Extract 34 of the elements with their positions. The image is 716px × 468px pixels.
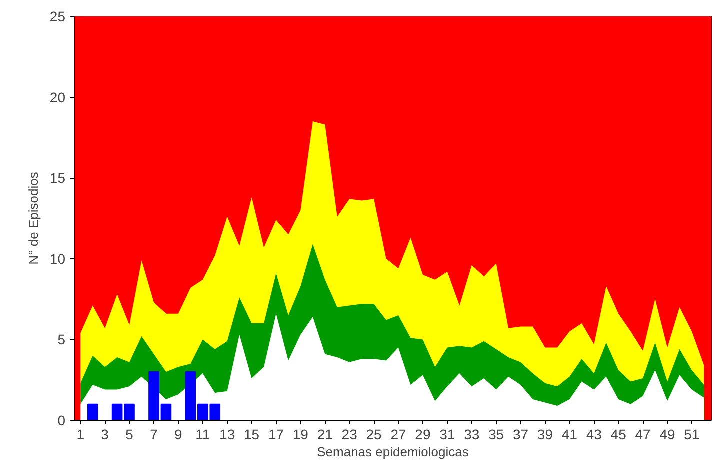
x-tick-label: 21 — [317, 426, 334, 442]
y-axis-title: N° de Episodios — [26, 172, 41, 265]
x-tick-label: 41 — [562, 426, 578, 442]
x-tick-label: 25 — [366, 426, 382, 442]
x-tick-label: 29 — [415, 426, 431, 442]
x-tick-label: 23 — [342, 426, 358, 442]
x-tick-label: 19 — [292, 426, 309, 442]
x-tick-label: 27 — [390, 426, 406, 442]
x-tick-label: 43 — [586, 426, 602, 442]
y-tick-label: 20 — [50, 89, 66, 106]
x-tick-label: 17 — [268, 426, 284, 442]
y-tick-label: 25 — [50, 8, 66, 24]
x-tick-label: 5 — [126, 426, 134, 442]
x-tick-label: 45 — [610, 426, 627, 442]
x-tick-label: 1 — [76, 426, 85, 442]
x-tick-label: 7 — [150, 426, 158, 442]
y-tick-label: 10 — [50, 250, 66, 267]
x-tick-label: 47 — [635, 426, 652, 442]
y-tick-label: 15 — [50, 170, 66, 186]
x-tick-label: 13 — [220, 426, 236, 442]
x-axis-title: Semanas epidemiologicas — [317, 444, 470, 460]
x-tick-label: 33 — [464, 426, 480, 442]
x-tick-label: 15 — [244, 426, 260, 442]
x-tick-label: 9 — [174, 426, 183, 442]
x-tick-label: 35 — [488, 426, 504, 442]
y-tick-label: 0 — [58, 412, 66, 428]
x-tick-label: 31 — [440, 426, 456, 442]
x-tick-label: 37 — [512, 426, 529, 442]
x-tick-label: 39 — [537, 426, 554, 442]
x-tick-label: 51 — [684, 426, 700, 442]
y-tick-label: 5 — [58, 332, 66, 348]
x-tick-label: 11 — [196, 426, 210, 442]
x-tick-label: 3 — [101, 426, 110, 442]
x-tick-label: 49 — [660, 426, 676, 442]
